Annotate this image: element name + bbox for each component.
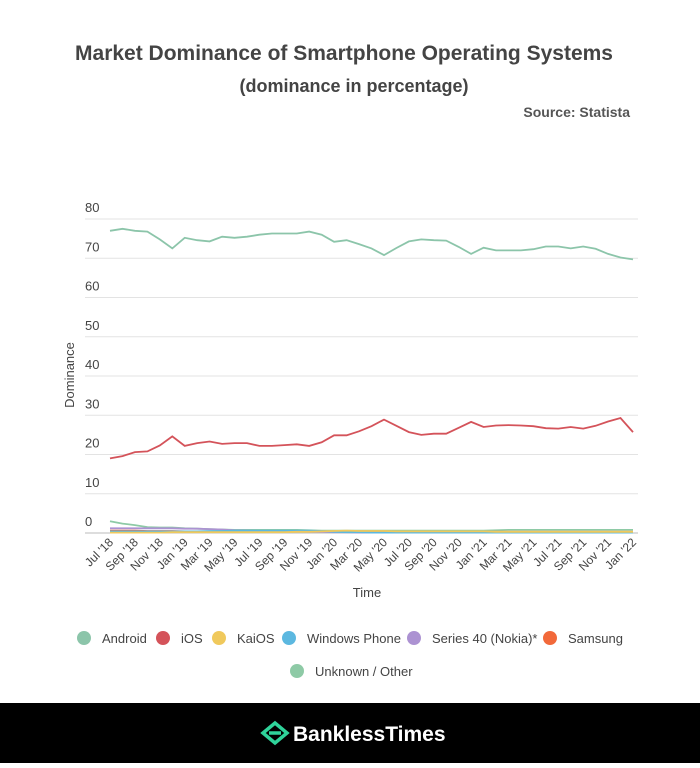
legend-swatch bbox=[543, 631, 557, 645]
footer-logo-icon bbox=[260, 720, 290, 746]
series-line bbox=[109, 416, 634, 460]
y-tick-label: 70 bbox=[85, 239, 99, 254]
y-tick-label: 60 bbox=[85, 279, 99, 294]
legend-label: Unknown / Other bbox=[315, 664, 413, 679]
y-tick-label: 0 bbox=[85, 514, 92, 529]
legend-swatch bbox=[407, 631, 421, 645]
y-axis-label: Dominance bbox=[62, 342, 77, 408]
legend-swatch bbox=[77, 631, 91, 645]
footer-brand: BanklessTimes bbox=[293, 723, 446, 746]
y-tick-label: 20 bbox=[85, 436, 99, 451]
y-tick-label: 50 bbox=[85, 318, 99, 333]
legend-swatch bbox=[156, 631, 170, 645]
legend-swatch bbox=[212, 631, 226, 645]
footer-bar bbox=[0, 703, 700, 763]
legend-label: Samsung bbox=[568, 631, 623, 646]
legend-label: Windows Phone bbox=[307, 631, 401, 646]
y-tick-label: 10 bbox=[85, 475, 99, 490]
chart-subtitle: (dominance in percentage) bbox=[239, 76, 468, 96]
y-tick-label: 40 bbox=[85, 357, 99, 372]
y-tick-label: 30 bbox=[85, 396, 99, 411]
x-axis-label: Time bbox=[353, 585, 381, 600]
legend-label: KaiOS bbox=[237, 631, 275, 646]
chart-title: Market Dominance of Smartphone Operating… bbox=[75, 42, 613, 65]
y-tick-label: 80 bbox=[85, 200, 99, 215]
legend-label: Series 40 (Nokia)* bbox=[432, 631, 538, 646]
legend-label: iOS bbox=[181, 631, 203, 646]
source: Source: Statista bbox=[523, 104, 630, 120]
legend-swatch bbox=[290, 664, 304, 678]
legend-swatch bbox=[282, 631, 296, 645]
legend-label: Android bbox=[102, 631, 147, 646]
series-line bbox=[109, 227, 634, 261]
series-line bbox=[110, 529, 633, 534]
